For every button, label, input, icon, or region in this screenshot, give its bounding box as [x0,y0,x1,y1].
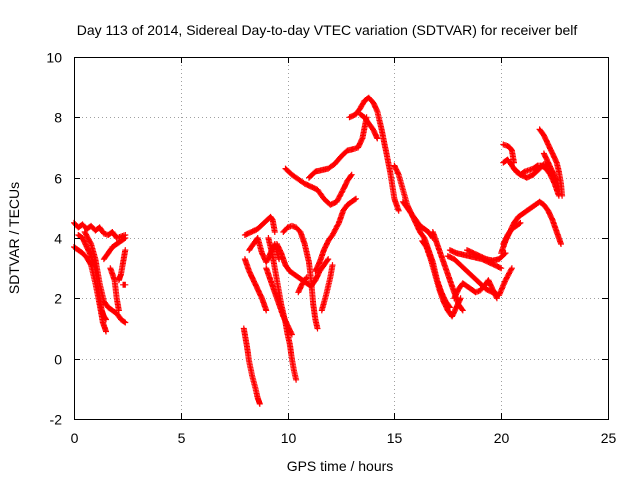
y-tick-label: 4 [54,231,62,247]
data-track [240,325,263,407]
data-track [464,247,509,264]
x-tick-label: 15 [387,430,403,446]
data-track [81,229,129,326]
y-tick-label: 10 [46,50,62,66]
data-track [500,141,517,166]
data-track [115,247,129,284]
chart-title: Day 113 of 2014, Sidereal Day-to-day VTE… [77,22,578,38]
data-track [107,265,122,314]
data-track [246,235,283,266]
data-track [357,111,381,142]
data-track [419,238,464,320]
data-track [498,198,564,257]
data-track [282,165,355,208]
grid-lines [74,57,608,419]
y-tick-label: -2 [50,412,63,428]
data-track [306,114,370,181]
x-tick-label: 25 [601,430,617,446]
y-tick-label: 0 [54,352,62,368]
data-markers [71,94,566,407]
tick-labels: 0 5 10 15 20 25 -2 0 2 4 6 8 10 [46,50,616,447]
data-track [280,222,321,332]
data-track [100,235,129,263]
x-tick-label: 5 [178,430,186,446]
data-track [120,281,129,288]
x-tick-label: 0 [71,430,79,446]
x-tick-label: 10 [281,430,297,446]
data-track [241,213,278,238]
data-track [265,235,300,383]
data-track [451,277,500,302]
y-tick-label: 2 [54,291,62,307]
data-track [500,219,524,247]
data-track [295,274,310,296]
y-axis-label: SDTVAR / TECUs [6,182,22,294]
x-tick-label: 20 [494,430,510,446]
data-track [540,150,562,193]
data-track [241,256,270,314]
x-axis-label: GPS time / hours [287,458,394,474]
data-track [312,195,359,275]
y-tick-label: 6 [54,171,62,187]
data-track [511,161,552,181]
y-tick-label: 8 [54,110,62,126]
data-track [346,94,402,214]
data-track [318,262,336,314]
